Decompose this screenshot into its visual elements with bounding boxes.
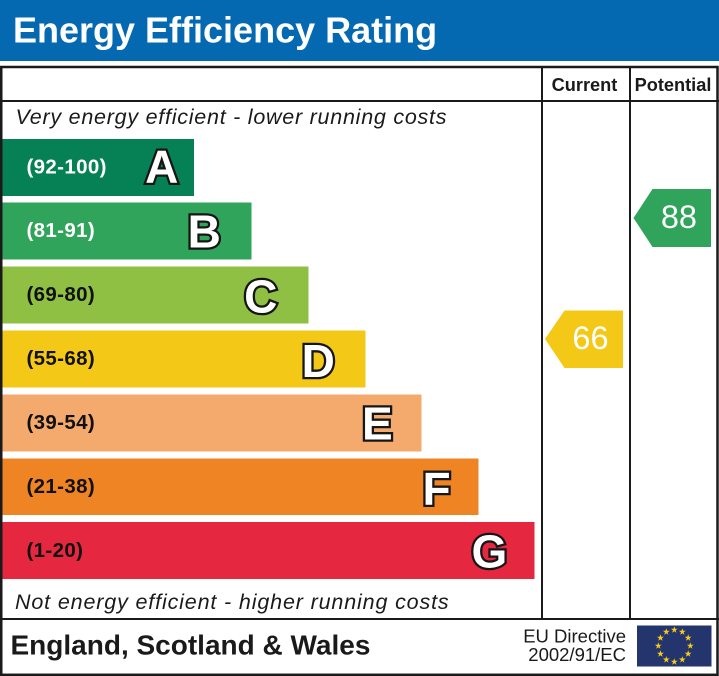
svg-text:EU Directive: EU Directive [523, 626, 626, 647]
svg-text:(92-100): (92-100) [27, 155, 107, 178]
svg-text:G: G [472, 526, 508, 578]
svg-text:Potential: Potential [635, 75, 712, 95]
svg-text:66: 66 [572, 320, 608, 356]
svg-text:A: A [145, 141, 178, 193]
svg-text:(55-68): (55-68) [27, 347, 96, 370]
svg-text:B: B [188, 205, 221, 257]
svg-text:2002/91/EC: 2002/91/EC [528, 644, 626, 665]
svg-text:Energy Efficiency Rating: Energy Efficiency Rating [13, 9, 437, 50]
svg-text:(81-91): (81-91) [27, 219, 96, 242]
svg-text:C: C [244, 270, 277, 322]
svg-text:(1-20): (1-20) [27, 539, 84, 562]
svg-text:Not energy efficient - higher: Not energy efficient - higher running co… [15, 590, 450, 614]
svg-text:(39-54): (39-54) [27, 411, 96, 434]
svg-text:Very energy efficient - lower: Very energy efficient - lower running co… [16, 105, 448, 129]
svg-text:Current: Current [552, 75, 618, 95]
svg-text:(21-38): (21-38) [27, 475, 96, 498]
svg-text:(69-80): (69-80) [27, 283, 96, 306]
svg-text:F: F [422, 462, 450, 514]
svg-text:D: D [302, 335, 335, 387]
svg-text:E: E [362, 397, 393, 449]
svg-text:88: 88 [661, 199, 697, 235]
svg-text:England, Scotland & Wales: England, Scotland & Wales [11, 630, 371, 661]
